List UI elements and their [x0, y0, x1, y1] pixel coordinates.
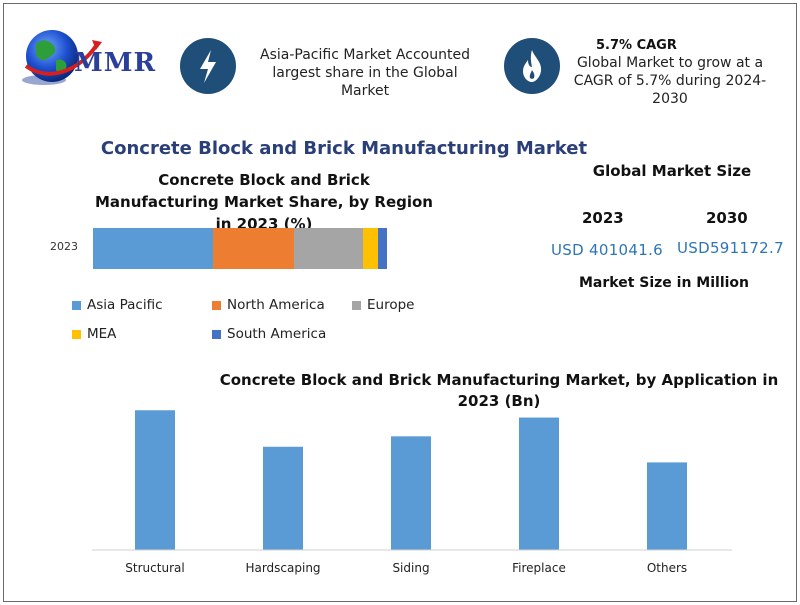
- market-value-2023: USD 401041.6: [551, 241, 663, 259]
- mmr-logo: MMR: [18, 22, 168, 92]
- legend-label: MEA: [87, 326, 117, 342]
- bar-segment-north-america: [213, 228, 294, 269]
- category-label-fireplace: Fireplace: [512, 561, 566, 575]
- legend-swatch: [212, 329, 221, 339]
- legend-south-america: South America: [212, 326, 326, 342]
- infographic-frame: MMR Asia-Pacific Market Accounted larges…: [3, 3, 797, 602]
- legend-label: South America: [227, 326, 327, 342]
- bar-segment-south-america: [378, 228, 387, 269]
- legend-swatch: [352, 300, 361, 310]
- logo-text: MMR: [74, 48, 157, 78]
- bar-segment-mea: [363, 228, 378, 269]
- legend-swatch: [212, 300, 221, 310]
- category-label-others: Others: [647, 561, 687, 575]
- market-year-2023: 2023: [582, 209, 624, 227]
- legend-north-america: North America: [212, 297, 325, 313]
- bar-siding: [391, 436, 431, 550]
- bar-hardscaping: [263, 446, 303, 550]
- cagr-title: 5.7% CAGR: [596, 38, 677, 53]
- lightning-badge: [180, 38, 236, 94]
- legend-label: Europe: [367, 297, 415, 313]
- bar-structural: [135, 410, 175, 550]
- legend-label: Asia Pacific: [87, 297, 163, 313]
- market-value-2030: USD591172.7: [677, 239, 784, 257]
- legend-label: North America: [227, 297, 325, 313]
- legend-mea: MEA: [72, 326, 116, 342]
- lightning-icon: [200, 50, 216, 83]
- region-share-title: Concrete Block and Brick Manufacturing M…: [95, 171, 433, 233]
- bar-segment-europe: [294, 228, 363, 269]
- main-title: Concrete Block and Brick Manufacturing M…: [100, 138, 588, 159]
- application-bar-chart: Structural Hardscaping Siding Fireplace Othe…: [92, 410, 732, 575]
- region-stacked-bar: [93, 228, 393, 269]
- bar-fireplace: [519, 417, 559, 550]
- legend-swatch: [72, 329, 81, 339]
- cagr-text: Global Market to grow at a CAGR of 5.7% …: [573, 55, 767, 107]
- flame-icon: [523, 50, 542, 82]
- asia-pacific-info: Asia-Pacific Market Accounted largest sh…: [260, 47, 470, 99]
- legend-europe: Europe: [352, 297, 414, 313]
- application-chart-title: Concrete Block and Brick Manufacturing M…: [219, 371, 779, 410]
- category-label-siding: Siding: [392, 561, 429, 575]
- bar-segment-asia-pacific: [93, 228, 213, 269]
- bar-others: [647, 462, 687, 550]
- legend-asia-pacific: Asia Pacific: [72, 297, 163, 313]
- category-label-hardscaping: Hardscaping: [245, 561, 320, 575]
- globe-icon: [22, 30, 102, 85]
- legend-swatch: [72, 300, 81, 310]
- market-year-2030: 2030: [706, 209, 748, 227]
- bar-category-label: 2023: [50, 240, 78, 253]
- category-label-structural: Structural: [125, 561, 184, 575]
- flame-badge: [504, 38, 560, 94]
- market-size-unit: Market Size in Million: [578, 275, 750, 291]
- global-market-size-title: Global Market Size: [592, 162, 752, 180]
